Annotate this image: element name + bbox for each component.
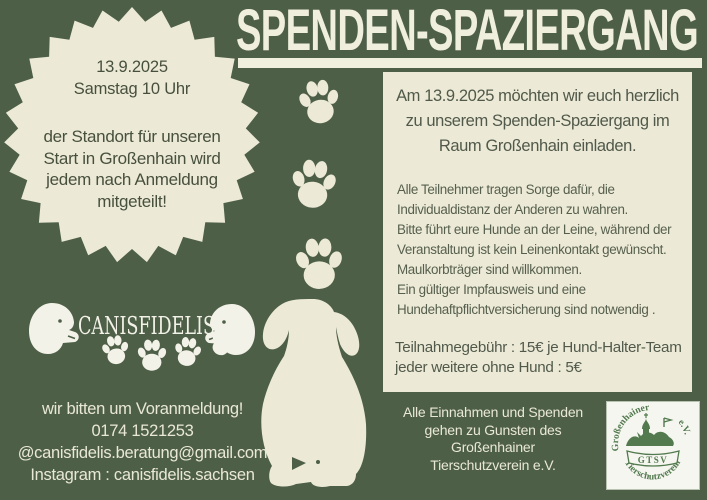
- starburst-badge-shape: [4, 7, 260, 263]
- canisfidelis-logo: CANISFIDELIS: [28, 302, 256, 371]
- donation-note: Alle Einnahmen und Spenden gehen zu Guns…: [393, 404, 593, 474]
- rule-line: Veranstaltung ist kein Leinenkontakt gew…: [397, 242, 667, 257]
- contact-block: wir bitten um Voranmeldung! 0174 1521253…: [5, 398, 280, 486]
- rule-line: Ein gültiger Impfausweis und eine: [397, 282, 586, 297]
- rule-line: Individualdistanz der Anderen zu wahren.: [397, 202, 628, 217]
- rule-line: Maulkorbträger sind willkommen.: [397, 262, 582, 277]
- preregistration-note: wir bitten um Voranmeldung!: [41, 400, 243, 418]
- seal-emblem: [626, 413, 674, 446]
- donation-line: Alle Einnahmen und Spenden: [402, 404, 584, 420]
- paw-row-3: [171, 335, 204, 368]
- seal-acronym: GTSV: [638, 455, 669, 465]
- title-underline: [238, 58, 702, 68]
- paw-trail-1: [295, 77, 344, 127]
- donation-line: gehen zu Gunsten des: [424, 421, 562, 438]
- badge-info-line: mitgeteilt!: [97, 191, 167, 211]
- donation-line: Großenhainer: [451, 439, 535, 455]
- intro-line: Am 13.9.2025 möchten wir euch herzlich: [396, 87, 679, 105]
- title-block: SPENDEN-SPAZIERGANG: [236, 0, 702, 68]
- intro-line: Raum Großenhain einladen.: [438, 137, 637, 155]
- fee-line: Teilnahmegebühr : 15€ je Hund-Halter-Tea…: [395, 339, 682, 356]
- participation-rules: Alle Teilnehmer tragen Sorge dafür, die …: [397, 180, 690, 320]
- rule-line: Bitte führt eure Hunde an der Leine, wäh…: [397, 222, 672, 237]
- email-address: @canisfidelis.beratung@gmail.com: [17, 444, 268, 462]
- canisfidelis-wordmark: CANISFIDELIS: [78, 312, 215, 340]
- seal-banner: GTSV: [626, 450, 680, 467]
- fee-line: jeder weitere ohne Hund : 5€: [395, 358, 582, 376]
- instagram-handle: Instagram : canisfidelis.sachsen: [30, 466, 255, 484]
- gtsv-club-seal: Großenhainer e.V. Tierschutzverein GTSV: [606, 401, 700, 490]
- paw-row-2: [136, 339, 168, 371]
- event-date: 13.9.2025: [96, 58, 168, 76]
- fee-info: Teilnahmegebühr : 15€ je Hund-Halter-Tea…: [395, 338, 690, 377]
- badge-info-line: jedem nach Anmeldung: [46, 170, 218, 189]
- event-day-time: Samstag 10 Uhr: [73, 80, 191, 98]
- invite-panel: Am 13.9.2025 möchten wir euch herzlich z…: [383, 72, 692, 392]
- rule-line: Hundehaftpflichtversicherung sind notwen…: [397, 302, 656, 317]
- paw-trail-3: [293, 236, 346, 290]
- badge-info-line: der Standort für unseren: [43, 127, 221, 146]
- paw-trail-2: [288, 157, 340, 210]
- sitting-puppy-silhouette: [261, 299, 367, 487]
- date-badge: 13.9.2025 Samstag 10 Uhr der Standort fü…: [25, 56, 239, 212]
- rule-line: Alle Teilnehmer tragen Sorge dafür, die: [397, 182, 615, 197]
- badge-info-line: Start in Großenhain wird: [43, 148, 221, 168]
- invite-intro: Am 13.9.2025 möchten wir euch herzlich z…: [389, 84, 686, 159]
- donation-line: Tierschutzverein e.V.: [430, 456, 556, 473]
- page-title: SPENDEN-SPAZIERGANG: [236, 0, 698, 63]
- intro-line: zu unserem Spenden-Spaziergang im: [405, 112, 670, 130]
- phone-number: 0174 1521253: [91, 422, 194, 440]
